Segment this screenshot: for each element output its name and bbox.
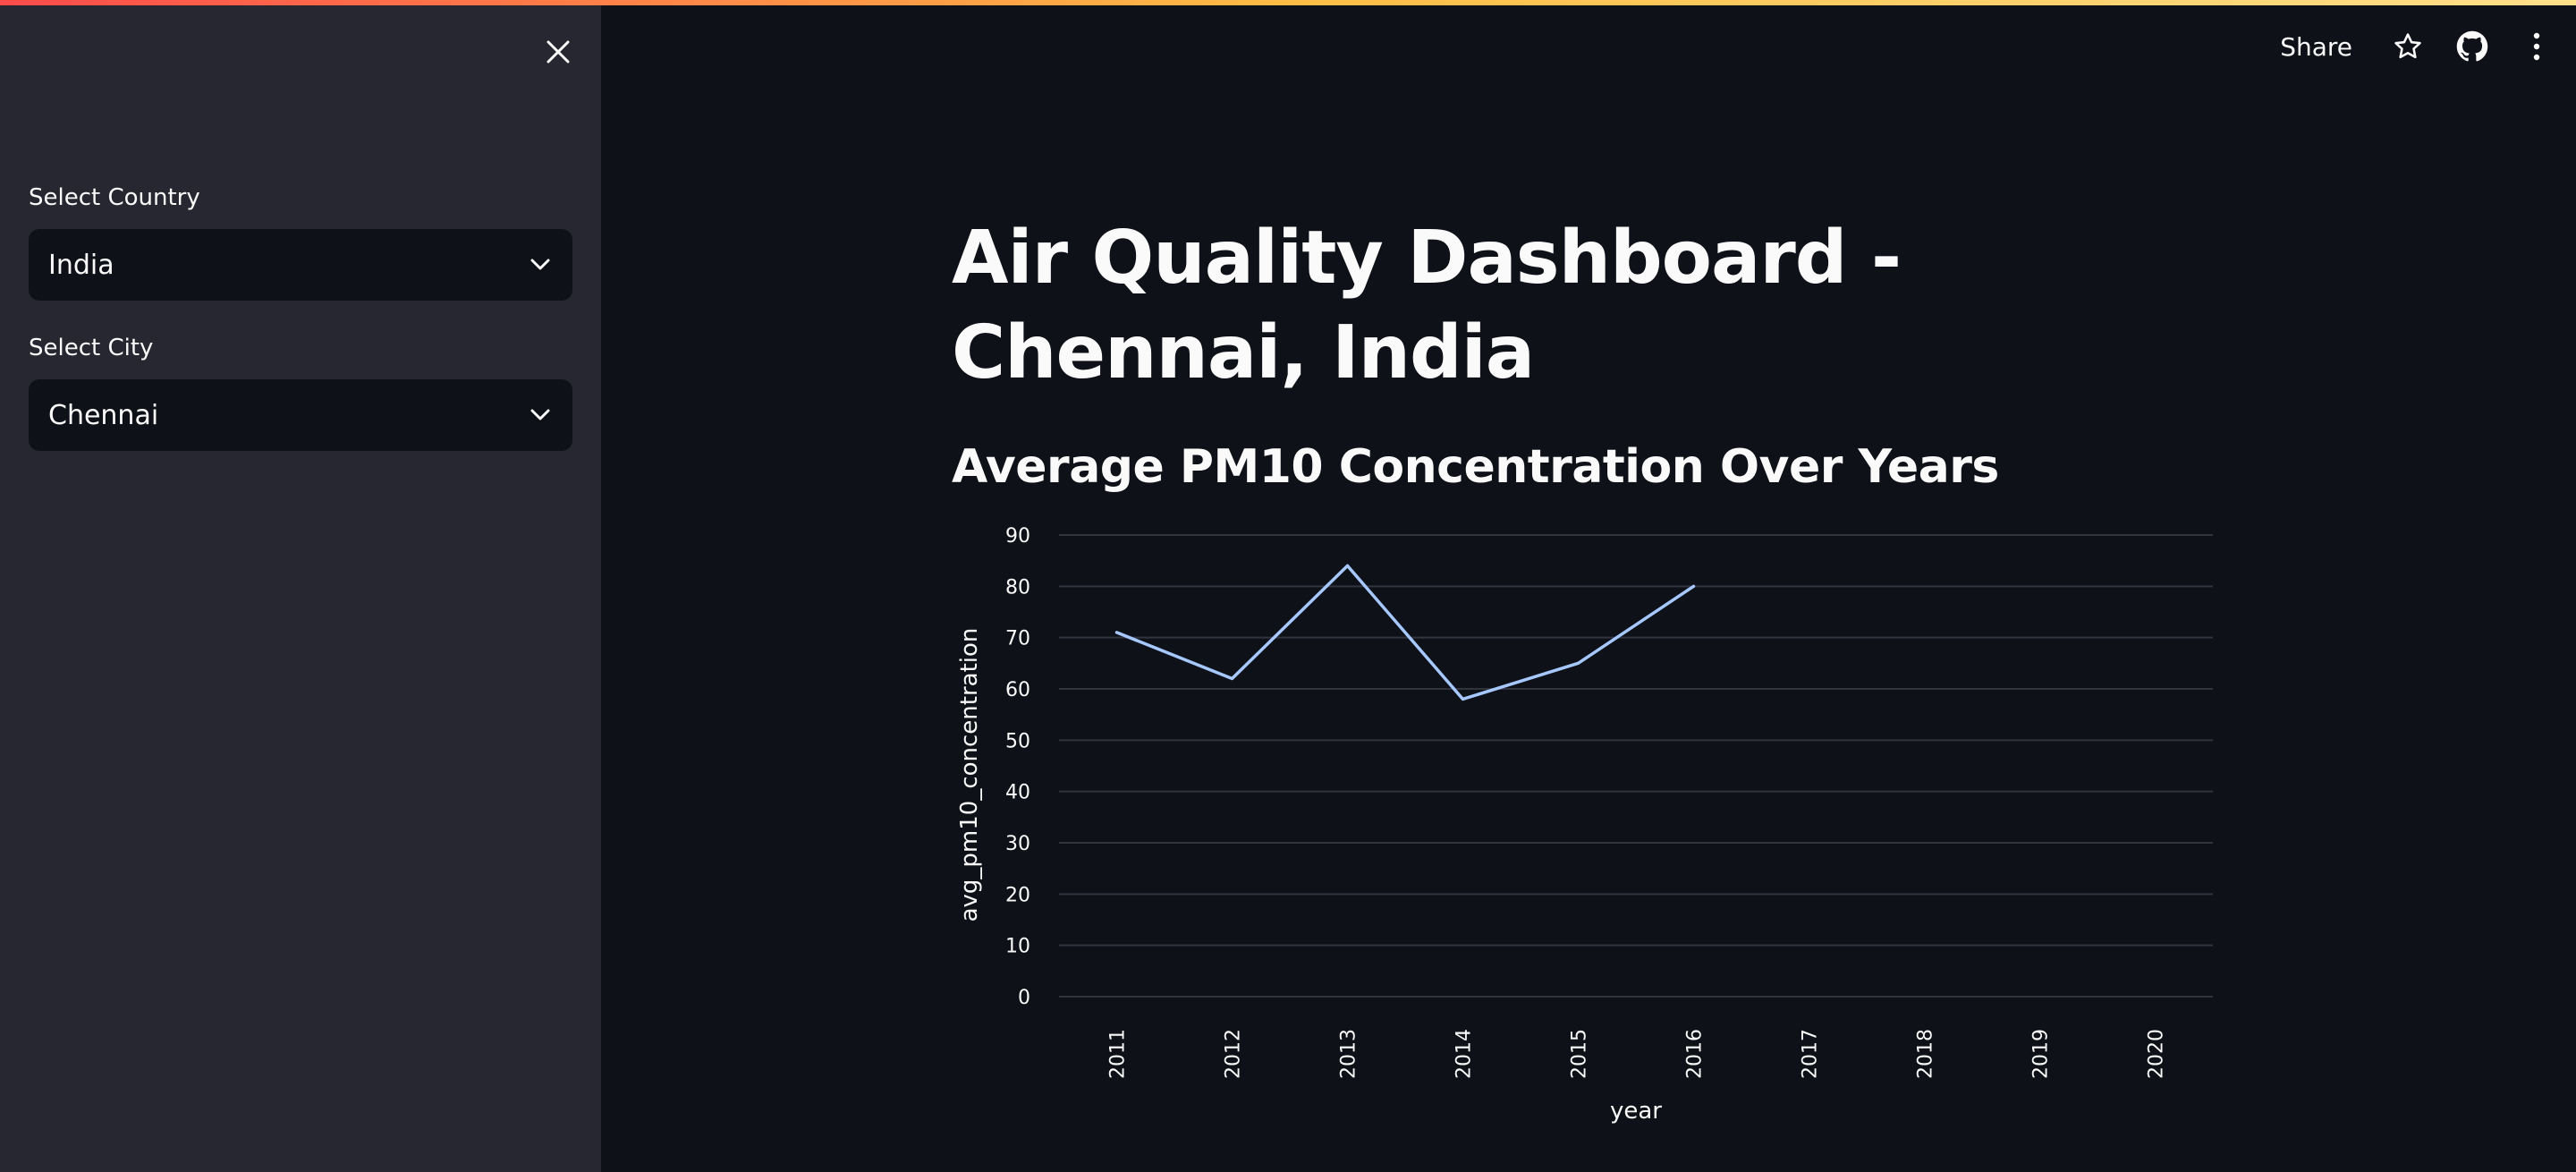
chevron-down-icon [528, 403, 553, 428]
city-select-label: Select City [29, 335, 154, 361]
chevron-down-icon [528, 252, 553, 277]
y-tick-label: 60 [1005, 679, 1030, 701]
x-tick-label: 2017 [1800, 1029, 1822, 1079]
chart-heading: Average PM10 Concentration Over Years [952, 440, 1999, 494]
y-tick-label: 10 [1005, 936, 1030, 958]
y-tick-label: 70 [1005, 628, 1030, 650]
x-tick-label: 2019 [2030, 1029, 2053, 1079]
y-tick-label: 0 [1018, 987, 1030, 1009]
top-decoration-bar [0, 0, 2576, 5]
x-tick-label: 2013 [1338, 1029, 1360, 1079]
y-tick-label: 30 [1005, 833, 1030, 855]
country-select-value: India [48, 249, 114, 281]
share-button[interactable]: Share [2280, 31, 2352, 62]
x-tick-label: 2020 [2146, 1029, 2168, 1079]
y-tick-label: 50 [1005, 730, 1030, 752]
y-tick-label: 90 [1005, 525, 1030, 548]
page-title: Air Quality Dashboard - Chennai, India [952, 216, 1902, 395]
github-icon[interactable] [2454, 29, 2490, 64]
x-tick-label: 2012 [1223, 1029, 1245, 1079]
x-tick-label: 2016 [1684, 1029, 1707, 1079]
x-tick-label: 2015 [1569, 1029, 1591, 1079]
close-icon [547, 40, 570, 64]
series-line [1114, 564, 1696, 701]
y-axis-title: avg_pm10_concentration [956, 628, 983, 922]
x-tick-label: 2014 [1453, 1029, 1476, 1079]
country-select[interactable]: India [29, 229, 572, 301]
more-vertical-icon[interactable] [2519, 29, 2555, 64]
star-icon[interactable] [2390, 29, 2426, 64]
country-select-label: Select Country [29, 184, 200, 211]
y-tick-label: 80 [1005, 576, 1030, 599]
y-tick-label: 40 [1005, 782, 1030, 804]
city-select[interactable]: Chennai [29, 379, 572, 451]
y-tick-label: 20 [1005, 884, 1030, 906]
x-tick-label: 2011 [1107, 1029, 1130, 1079]
city-select-value: Chennai [48, 399, 159, 431]
pm10-line-chart: 0 10 20 30 40 50 60 70 80 90 2011 2012 2013 2014 2015 2… [956, 525, 2213, 1125]
sidebar-close-button[interactable] [538, 32, 578, 72]
header-toolbar: Share [2280, 25, 2555, 68]
sidebar: Select Country India Select City Chennai [0, 0, 601, 1172]
x-axis-title: year [1610, 1098, 1662, 1125]
x-tick-label: 2018 [1915, 1029, 1937, 1079]
